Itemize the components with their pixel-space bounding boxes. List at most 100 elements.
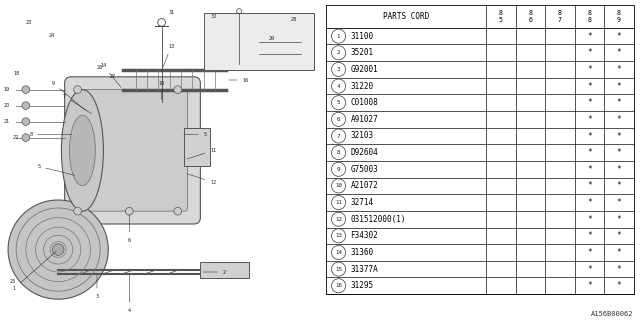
Text: 26: 26 [97,65,103,70]
Text: 14: 14 [100,63,121,87]
Circle shape [332,96,346,110]
Text: *: * [616,98,621,107]
Circle shape [332,46,346,60]
Circle shape [332,162,346,176]
Text: 31100: 31100 [351,32,374,41]
Text: 8: 8 [337,150,340,155]
Text: 24: 24 [49,33,55,38]
Text: 10: 10 [159,81,164,100]
Text: 22: 22 [13,135,19,140]
Circle shape [332,79,346,93]
Text: *: * [587,32,591,41]
Circle shape [22,118,29,125]
Text: *: * [587,148,591,157]
Text: 13: 13 [335,233,342,238]
Circle shape [332,262,346,276]
Text: A91027: A91027 [351,115,378,124]
FancyBboxPatch shape [204,13,314,70]
Text: 28: 28 [291,17,297,22]
Text: 31: 31 [168,10,175,15]
Text: 20: 20 [3,103,10,108]
Text: *: * [616,198,621,207]
Text: 25: 25 [10,279,16,284]
Text: 31295: 31295 [351,281,374,290]
Text: 16: 16 [229,77,249,83]
Text: *: * [616,165,621,174]
Circle shape [52,244,64,255]
Text: *: * [616,82,621,91]
Text: 15: 15 [335,267,342,272]
Text: 2: 2 [337,50,340,55]
Text: *: * [616,115,621,124]
Text: A156B00062: A156B00062 [591,311,634,317]
Text: *: * [587,65,591,74]
Text: 11: 11 [187,148,216,159]
Text: *: * [587,181,591,190]
Text: *: * [587,248,591,257]
Text: 1: 1 [13,252,56,291]
Circle shape [22,134,29,141]
Ellipse shape [70,115,95,186]
Text: 8
6: 8 6 [529,10,532,23]
Text: 29: 29 [268,36,275,41]
Text: *: * [587,231,591,240]
Text: *: * [587,115,591,124]
Text: *: * [587,132,591,140]
Text: 6: 6 [128,214,131,243]
Text: *: * [616,281,621,290]
Text: 7: 7 [337,133,340,139]
Text: 4: 4 [128,275,131,313]
Text: F34302: F34302 [351,231,378,240]
Text: 35201: 35201 [351,48,374,57]
Text: 10: 10 [335,183,342,188]
Circle shape [332,279,346,293]
FancyBboxPatch shape [200,262,249,278]
Text: 31377A: 31377A [351,265,378,274]
Text: 23: 23 [26,20,32,25]
Circle shape [174,86,182,93]
Text: 27: 27 [110,74,116,79]
Text: 16: 16 [335,283,342,288]
Circle shape [332,146,346,160]
Text: 12: 12 [335,217,342,222]
Text: 32714: 32714 [351,198,374,207]
Text: 031512000(1): 031512000(1) [351,215,406,224]
Text: *: * [587,265,591,274]
Text: *: * [616,231,621,240]
Text: 7: 7 [63,93,92,114]
Circle shape [332,62,346,76]
Circle shape [332,112,346,126]
Circle shape [74,207,81,215]
FancyBboxPatch shape [77,90,188,211]
Text: 4: 4 [337,84,340,89]
Circle shape [125,207,133,215]
Text: G75003: G75003 [351,165,378,174]
Text: *: * [587,281,591,290]
Circle shape [8,200,108,299]
Ellipse shape [61,90,104,211]
Text: 1: 1 [337,34,340,39]
Text: 5: 5 [184,132,207,137]
Text: 32103: 32103 [351,132,374,140]
Circle shape [332,212,346,226]
Text: *: * [616,132,621,140]
Circle shape [22,102,29,109]
Circle shape [174,207,182,215]
Text: 21: 21 [3,119,10,124]
Text: 8
7: 8 7 [558,10,562,23]
Text: *: * [587,98,591,107]
Text: 18: 18 [13,71,19,76]
Text: C01008: C01008 [351,98,378,107]
Text: 13: 13 [163,44,175,68]
Circle shape [22,86,29,93]
Text: 9: 9 [337,167,340,172]
Circle shape [332,229,346,243]
Text: 6: 6 [337,117,340,122]
Text: *: * [616,48,621,57]
Text: *: * [616,248,621,257]
Text: 14: 14 [335,250,342,255]
Circle shape [332,245,346,260]
FancyBboxPatch shape [184,128,210,166]
Text: 31220: 31220 [351,82,374,91]
Text: *: * [616,265,621,274]
